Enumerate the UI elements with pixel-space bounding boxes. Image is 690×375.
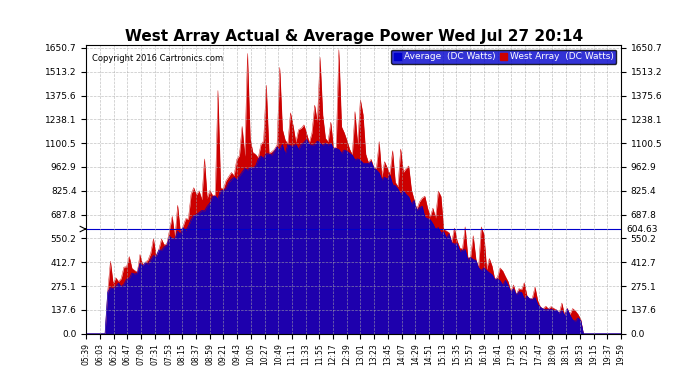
Title: West Array Actual & Average Power Wed Jul 27 20:14: West Array Actual & Average Power Wed Ju… bbox=[125, 29, 582, 44]
Legend: Average  (DC Watts), West Array  (DC Watts): Average (DC Watts), West Array (DC Watts… bbox=[391, 50, 616, 64]
Text: Copyright 2016 Cartronics.com: Copyright 2016 Cartronics.com bbox=[92, 54, 223, 63]
Text: 604.63: 604.63 bbox=[627, 225, 658, 234]
